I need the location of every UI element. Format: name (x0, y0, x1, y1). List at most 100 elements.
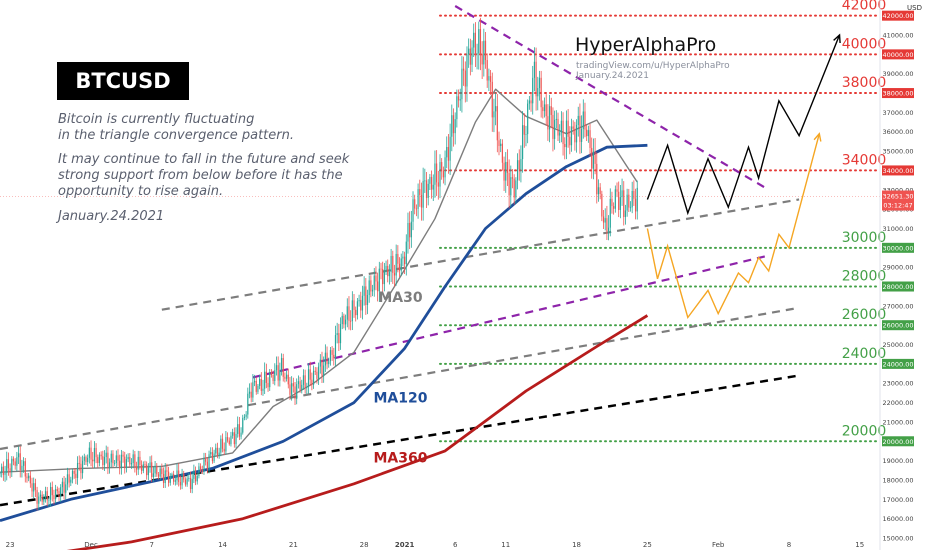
candle-body (321, 359, 323, 376)
candle-body (486, 60, 488, 81)
level-label: 40000 (842, 36, 887, 52)
candle-body (23, 461, 25, 466)
candle-body (479, 29, 482, 55)
candle-body (371, 289, 374, 292)
candle-body (302, 375, 305, 385)
candle-body (457, 96, 460, 101)
candle-body (452, 115, 455, 134)
candle-body (105, 452, 107, 457)
candle-body (141, 464, 143, 471)
candle-body (188, 477, 190, 479)
candle-body (572, 126, 574, 129)
price-tick-label: 21000.00 (882, 418, 913, 426)
candle-body (203, 458, 205, 472)
candle-body (375, 275, 377, 282)
candle-body (429, 177, 431, 184)
candle-body (523, 125, 525, 135)
candle-body (341, 315, 343, 325)
candle-body (265, 371, 267, 383)
candle-body (626, 194, 628, 211)
time-axis[interactable]: 23 Dec 7 14 21 28 2021 6 11 18 25 Feb 8 15 (6, 541, 865, 549)
candle-body (184, 479, 187, 485)
candle-body (127, 457, 129, 460)
candle-body (269, 372, 271, 388)
candle-body (186, 478, 188, 485)
candle-body (383, 270, 385, 285)
candle-body (333, 354, 335, 359)
price-tick-label: 27000.00 (882, 302, 913, 310)
candle-body (157, 474, 160, 477)
candle-body (461, 68, 463, 100)
candle-body (398, 263, 401, 271)
candle-body (144, 464, 146, 466)
candle-body (221, 438, 224, 449)
candle-body (631, 191, 633, 208)
candle-body (306, 386, 308, 388)
candle-body (441, 162, 443, 171)
ma-annotation: MA360 (373, 451, 427, 467)
candle-body (238, 424, 240, 437)
candle-body (373, 275, 375, 290)
description-date: January.24.2021 (58, 209, 165, 224)
candle-body (312, 370, 315, 385)
candle-body (156, 465, 158, 475)
candle-body (44, 491, 47, 498)
candle-body (139, 456, 141, 465)
candle-body (259, 378, 261, 386)
price-axis[interactable]: 15000.00 16000.00 17000.00 18000.00 19000.00… (879, 0, 914, 550)
candle-body (14, 461, 16, 466)
candle-body (515, 180, 517, 198)
candle-body (329, 350, 332, 362)
candle-body (569, 136, 571, 146)
candle-body (538, 77, 541, 89)
candle-body (560, 120, 562, 133)
candle-body (395, 253, 397, 276)
candle-body (122, 454, 124, 457)
level-price-tag (882, 49, 914, 60)
candle-body (264, 371, 266, 389)
candle-body (493, 111, 495, 118)
candle-body (397, 253, 399, 264)
candle-body (76, 462, 79, 478)
candle-body (363, 286, 365, 296)
candle-body (33, 483, 35, 492)
level-label: 42000 (842, 0, 887, 14)
level-price-tag-label: 20000.00 (882, 438, 913, 446)
candle-body (194, 470, 197, 482)
candle-body (28, 475, 30, 479)
candle-body (98, 454, 101, 463)
brand-url: tradingView.com/u/HyperAlphaPro (576, 61, 730, 71)
candle-body (151, 462, 153, 477)
candle-body (11, 458, 13, 472)
candle-body (488, 76, 490, 81)
candle-body (275, 365, 278, 371)
candle-body (607, 227, 610, 232)
candle-body (468, 48, 470, 55)
candle-body (243, 416, 246, 418)
candle-body (60, 487, 62, 497)
time-tick-label: 23 (6, 541, 15, 549)
candle-body (255, 380, 257, 392)
time-tick-label: 25 (643, 541, 652, 549)
candle-body (240, 432, 242, 437)
candle-body (350, 320, 352, 322)
candle-body (606, 218, 608, 232)
candle-body (55, 489, 57, 500)
candle-body (124, 456, 126, 469)
candle-body (410, 221, 412, 238)
candle-body (183, 473, 185, 480)
candle-body (511, 177, 514, 179)
candle-body (146, 464, 148, 476)
currency-label: USD (907, 4, 922, 12)
candle-body (591, 147, 593, 169)
candle-body (473, 32, 475, 48)
candle-body (36, 490, 38, 504)
candle-body (220, 438, 222, 453)
candle-body (613, 206, 615, 209)
candle-body (604, 218, 606, 223)
candle-body (9, 468, 11, 472)
candle-body (286, 374, 288, 379)
candle-body (307, 369, 310, 387)
candle-body (166, 470, 168, 472)
candle-body (51, 487, 53, 496)
